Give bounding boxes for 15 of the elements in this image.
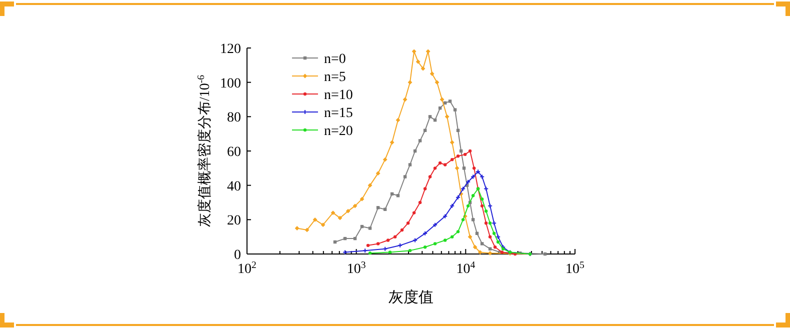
y-tick-label: 40	[227, 179, 241, 194]
x-tick-label: 10$^{3}$	[346, 260, 366, 277]
x-tick-label: 10$^{4}$	[456, 260, 476, 277]
y-tick-label: 60	[227, 145, 241, 160]
legend-label: n=0	[324, 52, 346, 67]
y-tick-label: 80	[227, 110, 241, 126]
y-tick-label: 100	[220, 76, 241, 92]
legend-label: n=5	[324, 70, 346, 85]
legend-label: n=20	[324, 124, 353, 139]
x-axis-title: 灰度值	[388, 289, 434, 306]
legend-label: n=15	[324, 106, 353, 121]
y-tick-label: 20	[227, 214, 241, 229]
x-tick-label: 10$^{5}$	[566, 260, 585, 277]
legend-label: n=10	[324, 88, 353, 103]
y-tick-label: 120	[220, 42, 241, 57]
